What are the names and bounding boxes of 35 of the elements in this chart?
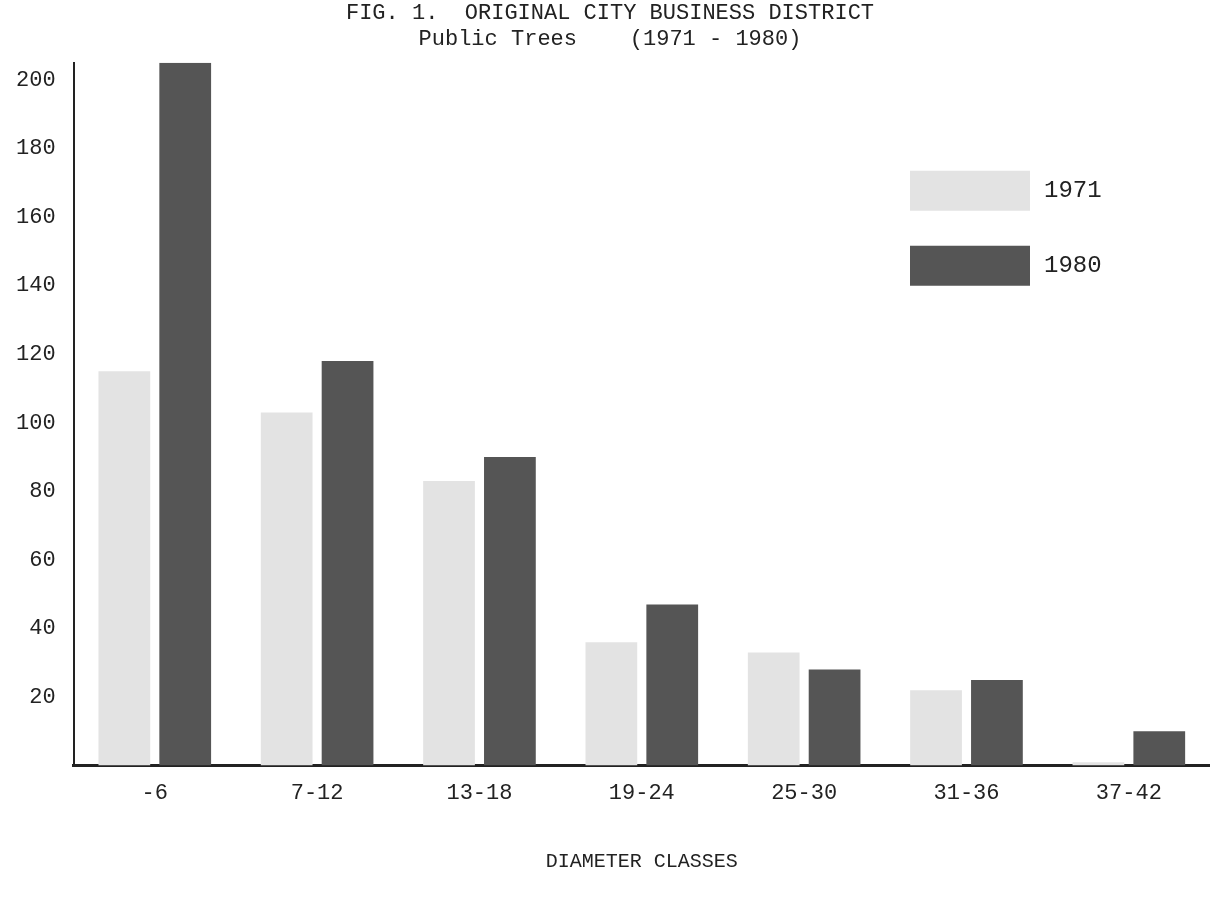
legend-label: 1980 xyxy=(1044,252,1102,280)
bar xyxy=(646,604,699,766)
y-tick-label: 200 xyxy=(16,67,56,93)
y-tick-label: 100 xyxy=(16,410,56,436)
y-tick-label: 80 xyxy=(29,479,56,505)
bar xyxy=(910,690,962,766)
y-tick-label: 140 xyxy=(16,273,56,299)
x-axis-title: DIAMETER CLASSES xyxy=(545,850,738,874)
bar xyxy=(423,481,475,766)
y-tick-label: 20 xyxy=(29,684,56,710)
y-tick-label: 60 xyxy=(29,547,56,573)
bar xyxy=(747,652,800,766)
x-tick-label: 31-36 xyxy=(933,780,1000,806)
bar xyxy=(484,457,536,766)
x-tick-label: 37-42 xyxy=(1095,780,1162,806)
y-tick-label: 120 xyxy=(16,342,56,368)
bar xyxy=(971,679,1023,766)
x-tick-label: 25-30 xyxy=(771,780,838,806)
bar xyxy=(321,361,374,766)
x-tick-label: -6 xyxy=(141,780,168,806)
x-tick-label: 13-18 xyxy=(446,780,513,806)
y-tick-label: 160 xyxy=(16,204,56,230)
x-tick-label: 19-24 xyxy=(608,780,675,806)
bar xyxy=(98,371,151,766)
bar xyxy=(159,62,212,766)
y-tick-label: 40 xyxy=(29,616,56,642)
legend-label: 1971 xyxy=(1044,177,1102,205)
chart-subtitle: Public Trees (1971 - 1980) xyxy=(418,27,802,53)
bar xyxy=(260,412,313,766)
chart-title: FIG. 1. ORIGINAL CITY BUSINESS DISTRICT xyxy=(345,1,875,27)
bar xyxy=(585,642,638,766)
bar xyxy=(808,669,861,766)
x-tick-label: 7-12 xyxy=(290,780,344,806)
bar xyxy=(1133,731,1186,766)
y-tick-label: 180 xyxy=(16,136,56,162)
